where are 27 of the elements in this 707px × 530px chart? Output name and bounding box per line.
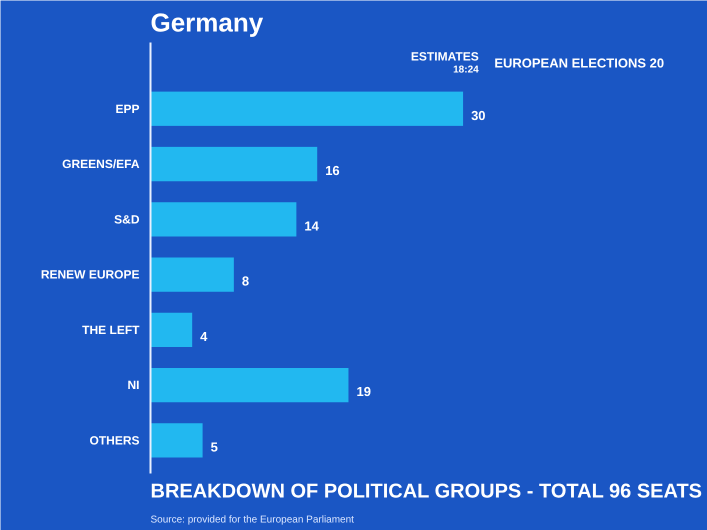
bar	[150, 257, 234, 292]
annotation: ESTIMATES	[410, 49, 479, 64]
y-tick-label: S&D	[114, 212, 140, 226]
text: EUROPEAN ELECTIONS 20	[494, 55, 664, 70]
y-tick-label: GREENS/EFA	[62, 157, 140, 172]
data-label: 8	[242, 274, 250, 289]
bar	[150, 202, 296, 236]
data-label: 16	[325, 163, 340, 178]
bar	[150, 92, 464, 126]
bar	[150, 312, 192, 347]
y-tick-label: EPP	[115, 102, 140, 116]
y-tick-label: NI	[128, 378, 140, 392]
data-label: 4	[200, 328, 208, 344]
data-label: 14	[304, 218, 320, 234]
annotation: 18:24	[453, 64, 480, 76]
y-tick-label: RENEW EUROPE	[40, 268, 140, 282]
bar	[150, 423, 203, 458]
data-label: 30	[471, 108, 486, 123]
data-label: 19	[356, 384, 371, 400]
y-tick-label: OTHERS	[89, 433, 140, 448]
chart-title: Germany	[150, 8, 264, 38]
source-note: Source: provided for the European Parliament	[150, 514, 354, 526]
y-tick-label: THE LEFT	[82, 322, 140, 337]
bar	[150, 146, 318, 182]
bar	[150, 368, 348, 402]
text: BREAKDOWN OF POLITICAL GROUPS - TOTAL 96 SEATS	[150, 480, 702, 502]
data-label: 5	[210, 439, 218, 454]
